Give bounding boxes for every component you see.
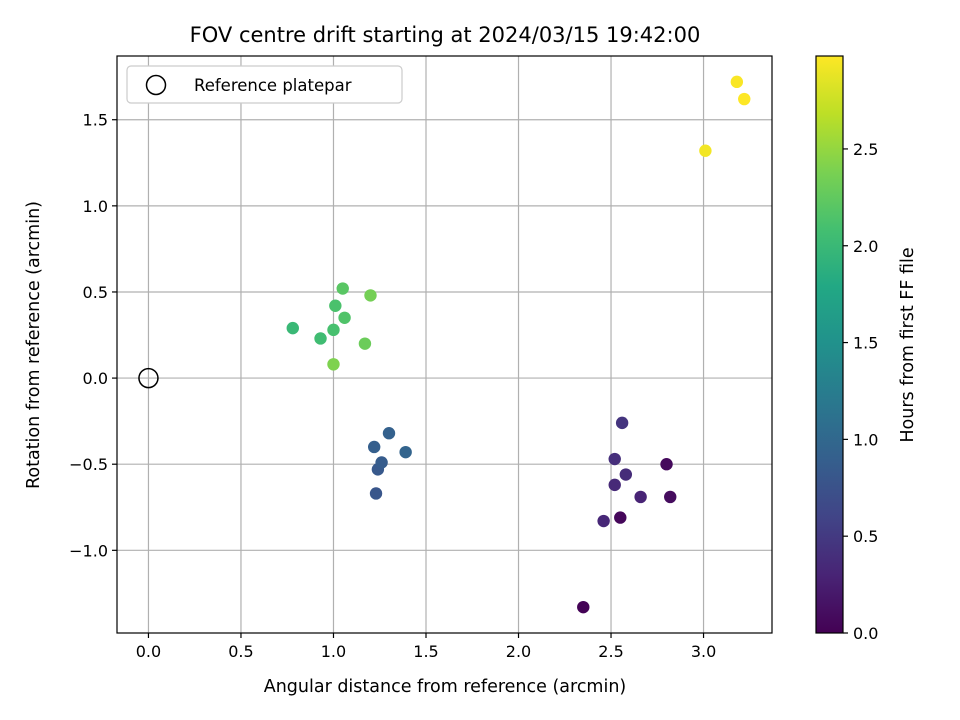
colorbar-tick-label: 2.5 — [853, 140, 878, 159]
y-tick-label: −1.0 — [69, 541, 108, 560]
data-point — [367, 440, 381, 454]
data-point — [664, 490, 677, 504]
data-point — [327, 358, 340, 371]
y-tick-label: 1.5 — [83, 111, 108, 130]
data-point — [382, 427, 396, 440]
data-point — [327, 323, 340, 337]
data-point — [597, 514, 610, 528]
data-point — [577, 600, 590, 614]
x-tick-label: 0.0 — [136, 642, 161, 661]
colorbar-tick-label: 0.0 — [853, 624, 878, 643]
grid — [117, 56, 772, 633]
colorbar-ticks: 0.0 0.5 1.0 1.5 2.0 2.5 — [843, 140, 878, 643]
colorbar: 0.0 0.5 1.0 1.5 2.0 2.5 Hours from first FF f… — [815, 55, 918, 643]
data-point — [369, 487, 383, 500]
colorbar-tick-label: 1.0 — [853, 430, 878, 449]
data-point — [338, 311, 351, 325]
chart-title: FOV centre drift starting at 2024/03/15 … — [190, 23, 701, 47]
data-point — [634, 490, 647, 504]
data-point — [358, 337, 372, 350]
data-point — [730, 75, 744, 89]
x-tick-label: 2.0 — [506, 642, 531, 661]
colorbar-label: Hours from first FF file — [898, 247, 918, 442]
data-point — [660, 458, 673, 471]
data-point — [619, 468, 633, 481]
x-axis-ticks: 0.0 0.5 1.0 1.5 2.0 2.5 3.0 — [136, 633, 716, 661]
legend-marker-hollow-circle — [145, 74, 167, 96]
x-axis-label: Angular distance from reference (arcmin) — [264, 677, 627, 697]
y-tick-label: 0.5 — [83, 283, 108, 302]
data-point — [608, 452, 621, 466]
y-tick-label: 1.0 — [83, 197, 108, 216]
y-tick-label: 0.0 — [83, 369, 108, 388]
x-tick-label: 0.5 — [228, 642, 253, 661]
legend: Reference platepar — [126, 65, 403, 104]
legend-box — [126, 65, 403, 104]
x-tick-label: 1.5 — [413, 642, 438, 661]
data-point — [286, 321, 299, 335]
x-tick-label: 3.0 — [691, 642, 716, 661]
data-point — [375, 456, 388, 469]
plot-area-frame — [116, 55, 773, 634]
y-axis-label: Rotation from reference (arcmin) — [24, 201, 44, 489]
data-point — [314, 332, 327, 345]
reference-platepar-marker — [138, 367, 159, 389]
colorbar-tick-label: 1.5 — [853, 334, 878, 353]
x-tick-label: 1.0 — [321, 642, 346, 661]
y-axis-ticks: −1.0 −0.5 0.0 0.5 1.0 1.5 — [69, 111, 117, 560]
y-tick-label: −0.5 — [69, 455, 108, 474]
colorbar-gradient — [815, 55, 844, 634]
data-point — [608, 478, 621, 492]
data-point — [329, 299, 342, 312]
data-point — [399, 445, 412, 459]
x-tick-label: 2.5 — [598, 642, 623, 661]
colorbar-tick-label: 0.5 — [853, 527, 878, 546]
colorbar-tick-label: 2.0 — [853, 237, 878, 256]
data-point — [614, 511, 627, 524]
data-point — [615, 416, 629, 430]
data-point — [336, 282, 349, 295]
data-point — [738, 92, 751, 106]
reference-point — [138, 367, 159, 389]
legend-entry-reference-platepar: Reference platepar — [194, 76, 352, 95]
data-points — [286, 75, 751, 614]
data-point — [699, 144, 712, 157]
data-point — [364, 289, 377, 302]
